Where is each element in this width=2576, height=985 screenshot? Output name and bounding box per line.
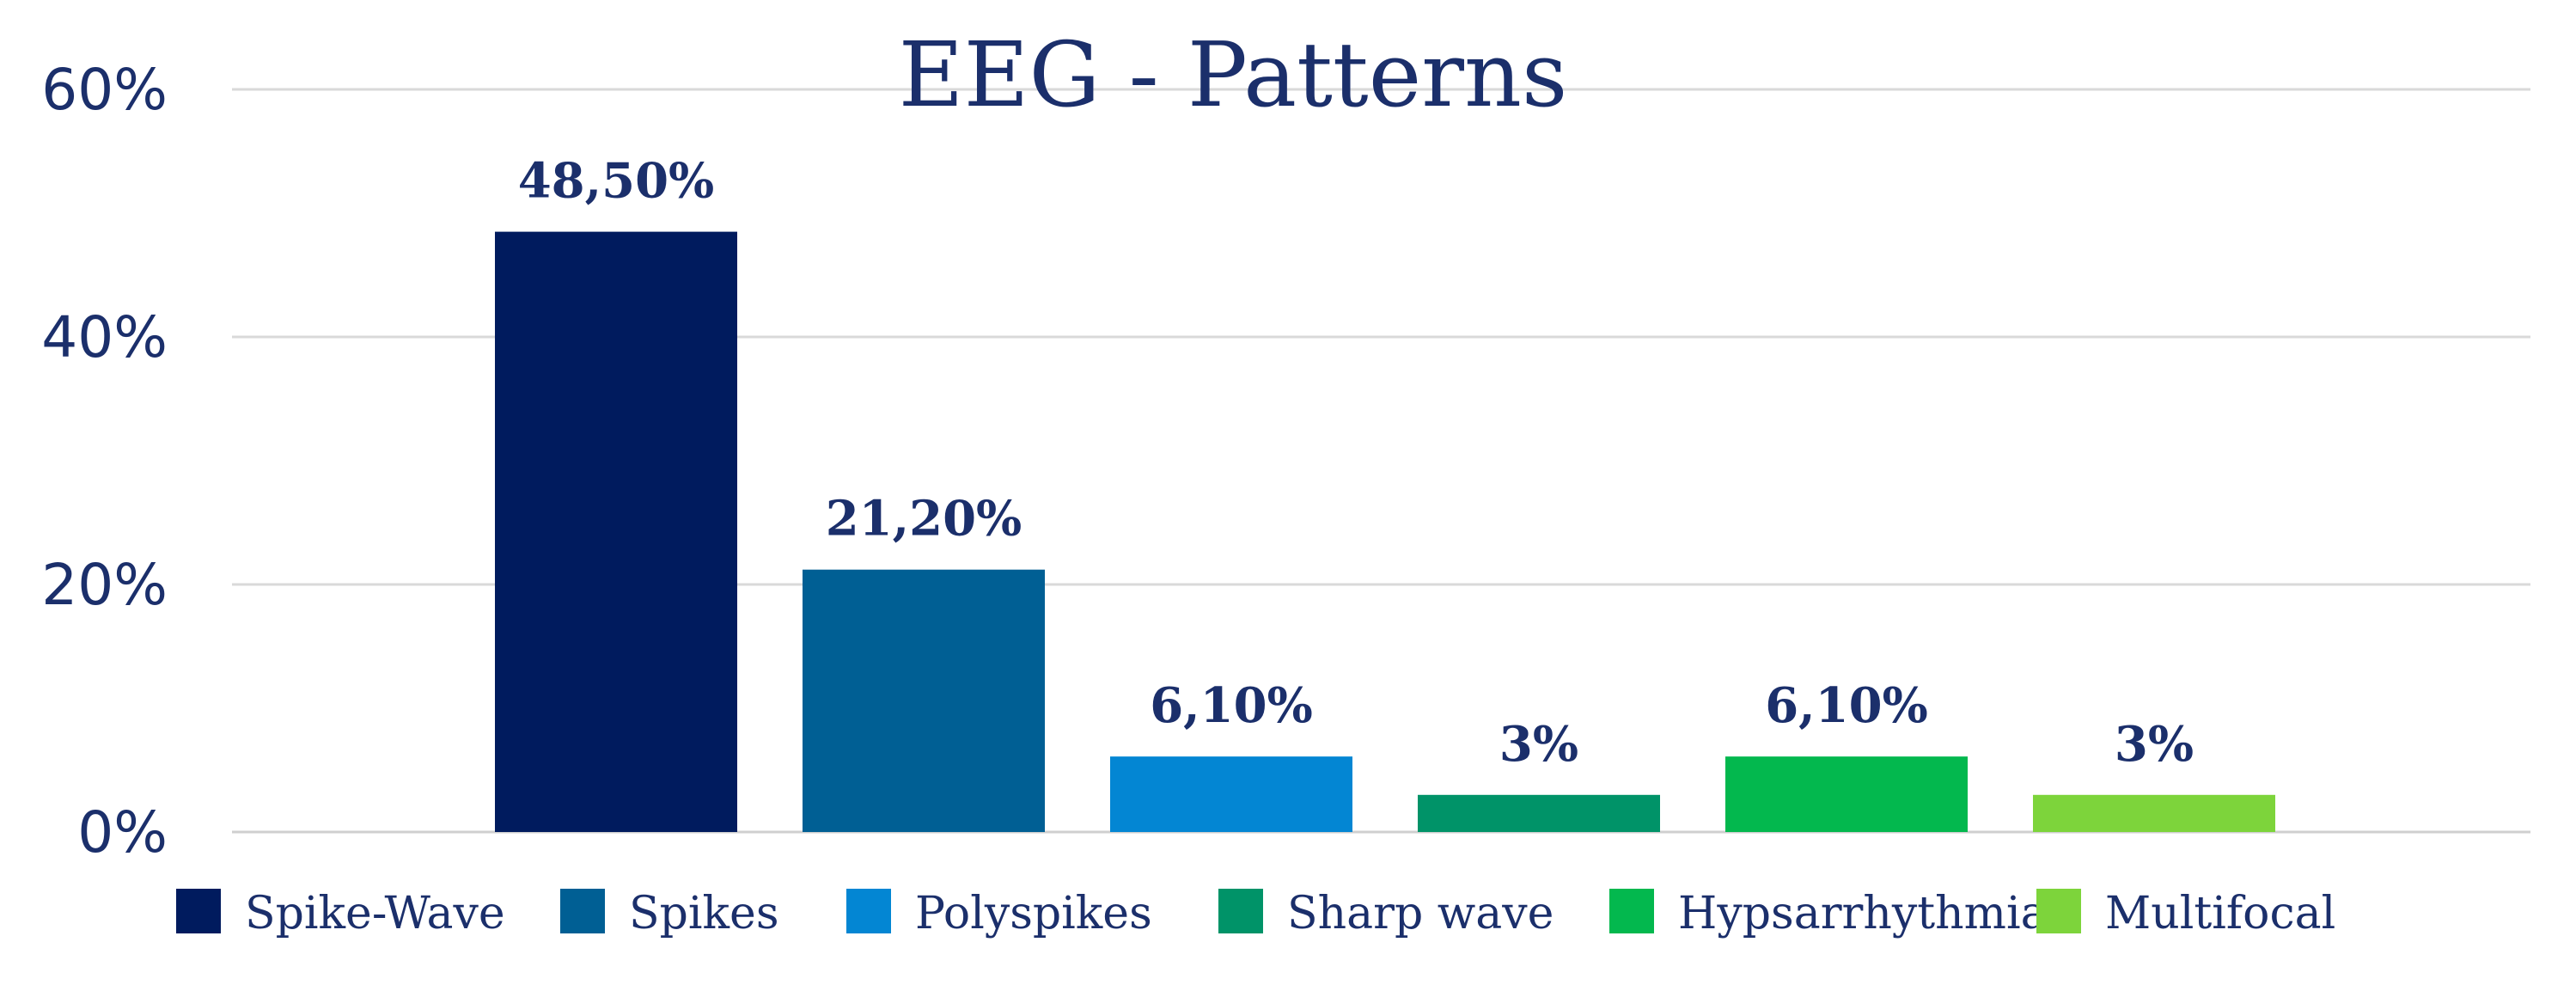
legend-swatch (2036, 889, 2081, 933)
data-label: 21,20% (826, 491, 1022, 548)
bar-hypsarrhythmia (1725, 756, 1968, 832)
y-tick-label: 60% (41, 57, 168, 123)
legend-swatch (846, 889, 891, 933)
legend-item: Hypsarrhythmia (1609, 888, 2048, 939)
legend-label: Polyspikes (915, 888, 1152, 939)
legend-item: Polyspikes (846, 888, 1152, 939)
y-tick-label: 20% (41, 552, 168, 618)
data-label: 3% (2115, 716, 2194, 773)
legend-swatch (560, 889, 605, 933)
y-axis-ticks: 0% 20% 40% 60% (41, 57, 168, 866)
data-label: 6,10% (1150, 677, 1313, 734)
legend-item: Multifocal (2036, 888, 2335, 939)
legend-item: Sharp wave (1218, 888, 1554, 939)
legend-swatch (176, 889, 221, 933)
bar-sharp-wave (1418, 794, 1660, 832)
legend-label: Spike-Wave (245, 888, 505, 939)
bar-spikes (803, 569, 1045, 832)
legend-label: Sharp wave (1287, 888, 1554, 939)
legend-swatch (1218, 889, 1263, 933)
bar-multifocal (2033, 794, 2275, 832)
data-labels: 48,50% 21,20% 6,10% 3% 6,10% 3% (518, 153, 2194, 773)
legend-item: Spikes (560, 888, 779, 939)
data-label: 6,10% (1765, 677, 1928, 734)
bars (495, 231, 2275, 833)
y-tick-label: 40% (41, 304, 168, 370)
legend: Spike-Wave Spikes Polyspikes Sharp wave Hyps… (176, 888, 2335, 939)
bar-spike-wave (495, 231, 737, 833)
legend-label: Hypsarrhythmia (1678, 888, 2048, 939)
y-tick-label: 0% (77, 799, 168, 866)
bar-polyspikes (1110, 756, 1352, 832)
data-label: 3% (1499, 716, 1578, 773)
legend-item: Spike-Wave (176, 888, 505, 939)
legend-swatch (1609, 889, 1654, 933)
chart-title: EEG - Patterns (899, 22, 1568, 127)
data-label: 48,50% (518, 153, 715, 210)
legend-label: Spikes (629, 888, 779, 939)
legend-label: Multifocal (2105, 888, 2335, 939)
